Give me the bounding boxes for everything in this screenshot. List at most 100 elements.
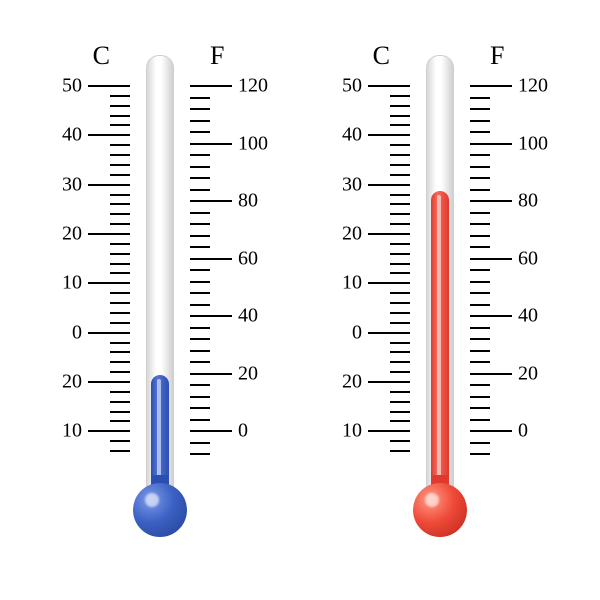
tick-label: 100 [518, 132, 548, 155]
celsius-label: C [93, 41, 110, 71]
minor-tick [190, 189, 210, 191]
major-tick [470, 258, 512, 260]
minor-tick [470, 304, 490, 306]
minor-tick [190, 212, 210, 214]
minor-tick [470, 350, 490, 352]
major-tick [190, 315, 232, 317]
minor-tick [110, 213, 130, 215]
minor-tick [390, 361, 410, 363]
tick-label: 10 [62, 272, 82, 295]
minor-tick [390, 203, 410, 205]
minor-tick [390, 391, 410, 393]
major-tick [470, 143, 512, 145]
minor-tick [470, 453, 490, 455]
minor-tick [470, 419, 490, 421]
major-tick [88, 282, 130, 284]
tick-label: 40 [62, 124, 82, 147]
tick-label: 40 [342, 124, 362, 147]
tick-label: 10 [342, 420, 362, 443]
minor-tick [470, 384, 490, 386]
minor-tick [190, 327, 210, 329]
thermometer-cold: C504030201002010F120100806040200 [50, 55, 270, 545]
minor-tick [110, 203, 130, 205]
minor-tick [470, 281, 490, 283]
major-tick [368, 233, 410, 235]
minor-tick [390, 144, 410, 146]
major-tick [368, 332, 410, 334]
tick-label: 30 [62, 173, 82, 196]
thermometer-bulb [413, 483, 467, 537]
major-tick [190, 85, 232, 87]
minor-tick [390, 95, 410, 97]
tick-label: 120 [238, 75, 268, 98]
minor-tick [110, 450, 130, 452]
minor-tick [470, 292, 490, 294]
minor-tick [470, 189, 490, 191]
minor-tick [390, 105, 410, 107]
minor-tick [190, 177, 210, 179]
major-tick [88, 381, 130, 383]
minor-tick [190, 154, 210, 156]
major-tick [190, 258, 232, 260]
minor-tick [470, 235, 490, 237]
minor-tick [470, 442, 490, 444]
celsius-scale: C504030201002010 [330, 85, 410, 455]
celsius-label: C [373, 41, 390, 71]
minor-tick [190, 292, 210, 294]
tick-label: 20 [342, 223, 362, 246]
tick-label: 20 [518, 362, 538, 385]
minor-tick [110, 95, 130, 97]
minor-tick [110, 361, 130, 363]
minor-tick [470, 131, 490, 133]
tick-label: 50 [62, 75, 82, 98]
minor-tick [110, 292, 130, 294]
minor-tick [190, 453, 210, 455]
minor-tick [190, 131, 210, 133]
major-tick [190, 143, 232, 145]
major-tick [88, 430, 130, 432]
minor-tick [390, 243, 410, 245]
minor-tick [470, 108, 490, 110]
minor-tick [390, 253, 410, 255]
minor-tick [190, 338, 210, 340]
tick-label: 60 [238, 247, 258, 270]
fahrenheit-scale: F120100806040200 [190, 85, 270, 455]
major-tick [368, 381, 410, 383]
minor-tick [390, 174, 410, 176]
minor-tick [110, 342, 130, 344]
celsius-scale: C504030201002010 [50, 85, 130, 455]
major-tick [368, 134, 410, 136]
minor-tick [110, 164, 130, 166]
major-tick [88, 85, 130, 87]
major-tick [88, 134, 130, 136]
minor-tick [110, 105, 130, 107]
tick-label: 20 [342, 371, 362, 394]
thermometer-pair: C504030201002010F120100806040200 C504030… [0, 0, 600, 545]
minor-tick [110, 144, 130, 146]
tick-label: 0 [72, 321, 82, 344]
minor-tick [110, 115, 130, 117]
minor-tick [390, 272, 410, 274]
minor-tick [190, 223, 210, 225]
minor-tick [470, 361, 490, 363]
tick-label: 20 [62, 223, 82, 246]
tick-label: 40 [518, 305, 538, 328]
major-tick [88, 233, 130, 235]
minor-tick [390, 263, 410, 265]
tick-label: 50 [342, 75, 362, 98]
tick-label: 20 [62, 371, 82, 394]
tick-label: 0 [238, 420, 248, 443]
minor-tick [190, 304, 210, 306]
minor-tick [110, 391, 130, 393]
minor-tick [470, 269, 490, 271]
mercury-column [431, 191, 449, 496]
major-tick [470, 373, 512, 375]
minor-tick [470, 407, 490, 409]
minor-tick [110, 312, 130, 314]
major-tick [368, 282, 410, 284]
minor-tick [470, 246, 490, 248]
major-tick [470, 200, 512, 202]
minor-tick [190, 235, 210, 237]
minor-tick [190, 97, 210, 99]
thermometer-tube [146, 55, 174, 497]
